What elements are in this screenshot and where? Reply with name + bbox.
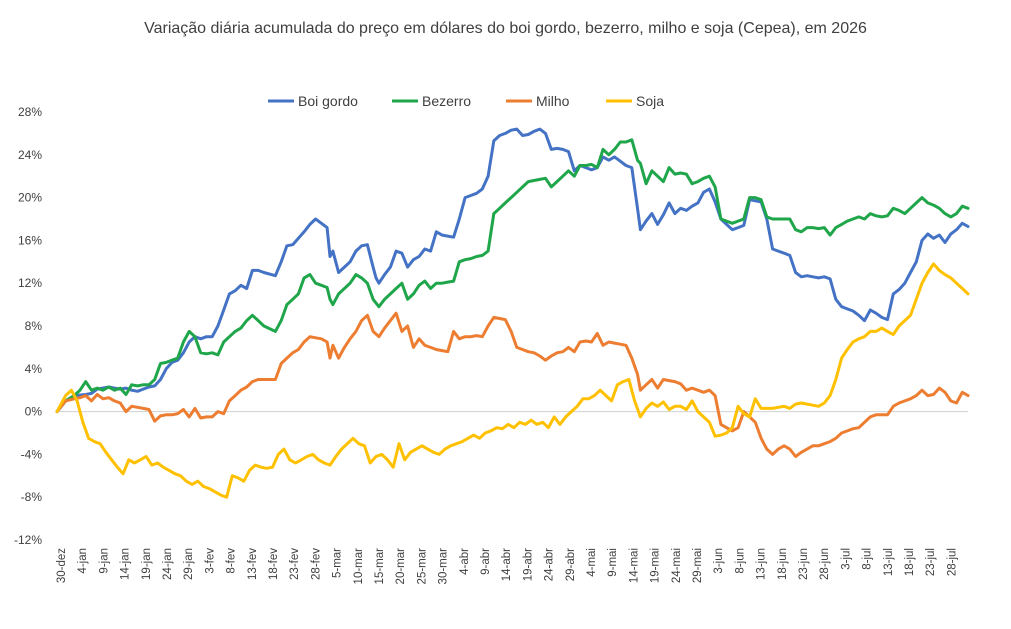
x-tick-label: 18-jun: [777, 548, 789, 580]
x-tick-label: 8-jun: [734, 548, 746, 574]
x-tick-label: 19-mai: [650, 548, 662, 583]
y-tick-label: 0%: [25, 405, 43, 419]
y-tick-label: 4%: [25, 362, 43, 376]
x-tick-label: 14-abr: [501, 548, 513, 581]
x-tick-label: 10-mar: [353, 548, 365, 585]
x-tick-label: 9-mai: [607, 548, 619, 577]
x-tick-label: 13-fev: [247, 548, 259, 580]
legend-label: Soja: [636, 93, 664, 109]
x-tick-label: 8-jul: [862, 548, 874, 570]
x-tick-label: 24-jan: [162, 548, 174, 580]
series-line-soja: [55, 262, 970, 499]
x-tick-label: 24-mai: [671, 548, 683, 583]
x-tick-label: 29-mai: [692, 548, 704, 583]
y-axis: 28% 24% 20% 16% 12% 8% 4% 0% -4% -8% -12%: [14, 105, 42, 547]
chart-legend: Boi gordo Bezerro Milho Soja: [268, 93, 664, 109]
x-tick-label: 3-jul: [840, 548, 852, 570]
x-tick-label: 9-abr: [480, 548, 492, 575]
series-line-milho: [55, 311, 970, 458]
x-tick-label: 15-mar: [374, 548, 386, 585]
x-tick-label: 3-fev: [204, 548, 216, 574]
x-tick-label: 14-jan: [120, 548, 132, 580]
x-tick-label: 13-jun: [756, 548, 768, 580]
x-tick-label: 14-mai: [628, 548, 640, 583]
x-tick-label: 23-fev: [289, 548, 301, 580]
x-tick-label: 20-mar: [395, 548, 407, 585]
x-tick-label: 3-jun: [713, 548, 725, 574]
x-tick-label: 4-abr: [459, 548, 471, 575]
x-tick-label: 13-jul: [883, 548, 895, 576]
x-tick-label: 4-mai: [586, 548, 598, 577]
x-tick-label: 25-mar: [416, 548, 428, 585]
series-line-boi-gordo: [55, 127, 970, 414]
x-tick-label: 30-dez: [56, 548, 68, 583]
x-tick-label: 4-jan: [77, 548, 89, 574]
y-tick-label: -4%: [21, 447, 43, 461]
y-tick-label: -12%: [14, 533, 42, 547]
x-tick-label: 29-abr: [565, 548, 577, 581]
y-tick-label: 24%: [18, 148, 42, 162]
x-tick-label: 24-abr: [544, 548, 556, 581]
y-tick-label: 8%: [25, 319, 43, 333]
x-axis: 30-dez 4-jan 9-jan 14-jan 19-jan 24-jan 29-jan…: [56, 548, 958, 585]
x-tick-label: 29-jan: [183, 548, 195, 580]
x-tick-label: 18-fev: [268, 548, 280, 580]
x-tick-label: 8-fev: [226, 548, 238, 574]
series-lines: [55, 127, 970, 499]
y-tick-label: 20%: [18, 191, 42, 205]
y-tick-label: -8%: [21, 490, 43, 504]
y-tick-label: 16%: [18, 233, 42, 247]
legend-label: Bezerro: [422, 93, 471, 109]
x-tick-label: 18-jul: [904, 548, 916, 576]
x-tick-label: 23-jun: [798, 548, 810, 580]
chart-title: Variação diária acumulada do preço em dó…: [144, 20, 867, 37]
x-tick-label: 19-jan: [141, 548, 153, 580]
series-line-bezerro: [55, 138, 970, 414]
x-tick-label: 5-mar: [332, 548, 344, 578]
x-tick-label: 28-jul: [946, 548, 958, 576]
x-tick-label: 30-mar: [438, 548, 450, 585]
x-tick-label: 28-fev: [310, 548, 322, 580]
x-tick-label: 19-abr: [522, 548, 534, 581]
x-tick-label: 28-jun: [819, 548, 831, 580]
y-tick-label: 28%: [18, 105, 42, 119]
legend-label: Boi gordo: [298, 93, 358, 109]
legend-label: Milho: [536, 93, 570, 109]
x-tick-label: 9-jan: [98, 548, 110, 574]
y-tick-label: 12%: [18, 276, 42, 290]
x-tick-label: 23-jul: [925, 548, 937, 576]
